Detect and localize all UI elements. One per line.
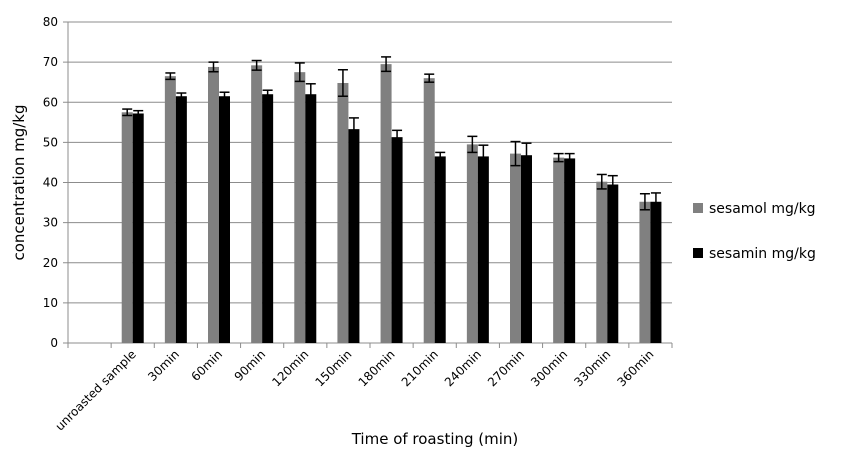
bar-sesamin: [434, 156, 446, 343]
x-tick-label: 240min: [442, 347, 484, 389]
bar-sesamin: [262, 94, 274, 343]
bar-sesamin: [175, 96, 187, 343]
legend-label: sesamol mg/kg: [709, 201, 816, 217]
y-axis-title: concentration mg/kg: [10, 104, 28, 260]
x-tick-label: 60min: [188, 347, 225, 384]
x-tick-label: 180min: [356, 347, 398, 389]
bar-sesamol: [121, 112, 133, 343]
bar-sesamol: [380, 64, 392, 343]
y-tick-label: 80: [43, 15, 58, 29]
bar-sesamin: [477, 156, 489, 343]
bar-sesamol: [251, 65, 263, 344]
x-tick-label: 30min: [145, 347, 182, 384]
x-tick-label: 210min: [399, 347, 441, 389]
x-tick-label: 270min: [485, 347, 527, 389]
bar-sesamin: [132, 113, 144, 343]
x-tick-label: 360min: [614, 347, 656, 389]
bar-sesamin: [219, 96, 230, 343]
y-tick-label: 10: [43, 296, 58, 310]
bar-sesamol: [337, 82, 349, 344]
bar-sesamin: [607, 184, 619, 343]
legend-label: sesamin mg/kg: [709, 246, 816, 262]
bar-sesamol: [553, 157, 565, 343]
x-tick-label: 120min: [269, 347, 311, 389]
x-tick-label: unroasted sample: [53, 347, 139, 433]
bar-sesamin: [564, 158, 576, 343]
bar-sesamol: [164, 76, 176, 343]
x-tick-label: 150min: [312, 347, 354, 389]
bar-sesamol: [423, 78, 435, 344]
bar-sesamin: [650, 201, 662, 343]
bar-sesamol: [208, 66, 219, 343]
legend-swatch: [693, 248, 703, 258]
legend-swatch: [693, 203, 703, 213]
bar-sesamin: [348, 129, 360, 343]
y-tick-label: 20: [43, 256, 58, 270]
x-axis-title: Time of roasting (min): [351, 430, 519, 448]
bar-sesamol: [639, 201, 651, 343]
bar-sesamol: [510, 153, 521, 343]
y-tick-label: 60: [43, 95, 58, 109]
x-tick-label: 330min: [571, 347, 613, 389]
x-tick-label: 90min: [232, 347, 269, 384]
y-tick-label: 30: [43, 216, 58, 230]
y-tick-label: 50: [43, 135, 58, 149]
y-tick-label: 0: [50, 336, 58, 350]
bar-sesamol: [294, 72, 306, 343]
x-tick-label: 300min: [528, 347, 570, 389]
y-tick-label: 40: [43, 176, 58, 190]
bar-sesamol: [466, 144, 478, 343]
y-tick-label: 70: [43, 55, 58, 69]
bar-sesamol: [596, 181, 608, 343]
bar-sesamin: [521, 155, 532, 343]
bar-sesamin: [391, 137, 403, 343]
bar-sesamin: [305, 94, 317, 343]
